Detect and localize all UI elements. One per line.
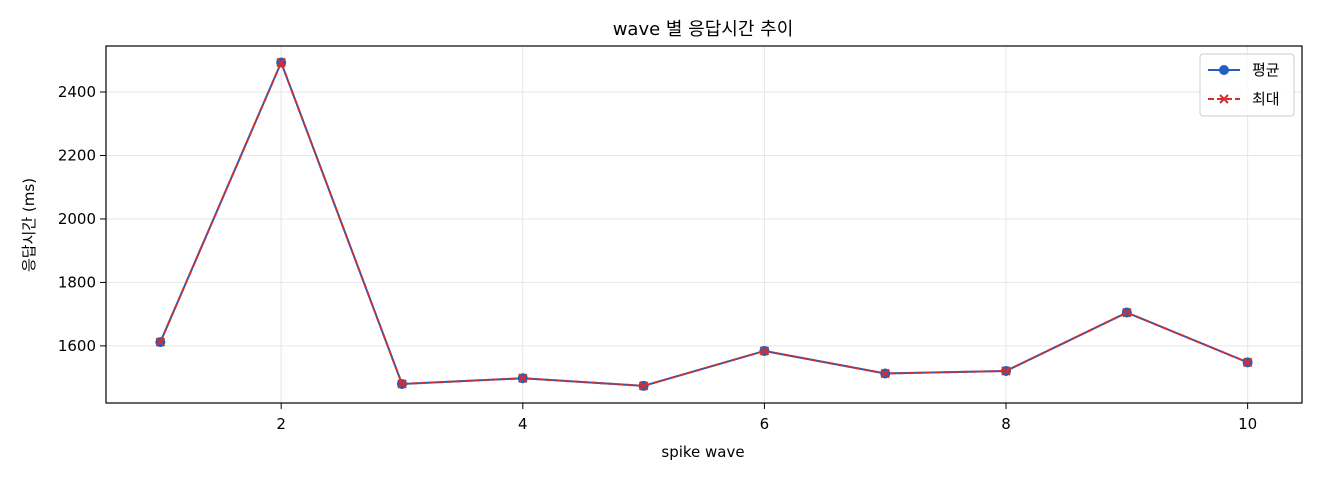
legend-box bbox=[1199, 53, 1295, 117]
series-point-2 bbox=[638, 381, 649, 391]
y-tick-label: 1800 bbox=[58, 273, 96, 291]
axes: 2 4 6 8 10 1600 1800 2000 2200 2400 bbox=[58, 45, 1303, 433]
x-tick-label: 8 bbox=[1001, 415, 1011, 433]
x-marker-stroke bbox=[155, 337, 166, 347]
y-tick-label: 2200 bbox=[58, 146, 96, 164]
y-tick-label: 2400 bbox=[58, 83, 96, 101]
series-point-2 bbox=[759, 346, 770, 356]
x-tick-label: 4 bbox=[518, 415, 528, 433]
x-tick-label: 2 bbox=[276, 415, 286, 433]
plot-frame bbox=[105, 45, 1303, 404]
series-point-2 bbox=[155, 337, 166, 347]
grid bbox=[106, 46, 1302, 403]
x-tick-label: 6 bbox=[760, 415, 770, 433]
legend-marker-2 bbox=[1219, 94, 1229, 104]
x-marker-stroke bbox=[1242, 357, 1253, 368]
series-point-2 bbox=[276, 57, 286, 68]
y-tick-label: 1600 bbox=[58, 337, 96, 355]
x-marker-stroke bbox=[1122, 307, 1132, 318]
x-marker-stroke bbox=[759, 346, 770, 356]
series-point-2 bbox=[1242, 357, 1253, 368]
series-layer bbox=[155, 57, 1253, 391]
series-point-2 bbox=[1001, 366, 1011, 376]
series-point-2 bbox=[518, 373, 528, 383]
x-axis-label: spike wave bbox=[661, 443, 744, 461]
x-marker-stroke bbox=[276, 57, 286, 68]
x-marker-stroke bbox=[397, 379, 407, 389]
x-marker-stroke bbox=[518, 373, 528, 383]
chart-title: wave 별 응답시간 추이 bbox=[613, 19, 794, 40]
x-marker-stroke bbox=[1001, 366, 1011, 376]
y-axis-label: 응답시간 (ms) bbox=[20, 178, 38, 272]
legend-label-2: 최대 bbox=[1252, 90, 1280, 108]
x-marker-stroke bbox=[1219, 94, 1229, 104]
legend-marker-1 bbox=[1219, 65, 1229, 75]
y-tick-label: 2000 bbox=[58, 210, 96, 228]
x-marker-stroke bbox=[638, 381, 649, 391]
x-marker-stroke bbox=[880, 368, 890, 379]
series-point-2 bbox=[1122, 307, 1132, 318]
series-point-2 bbox=[397, 379, 407, 389]
series-line-2 bbox=[159, 59, 1249, 387]
series-point-2 bbox=[880, 368, 890, 379]
x-tick-label: 10 bbox=[1238, 415, 1257, 433]
series-line-1 bbox=[159, 59, 1249, 387]
legend-label-1: 평균 bbox=[1252, 61, 1280, 79]
